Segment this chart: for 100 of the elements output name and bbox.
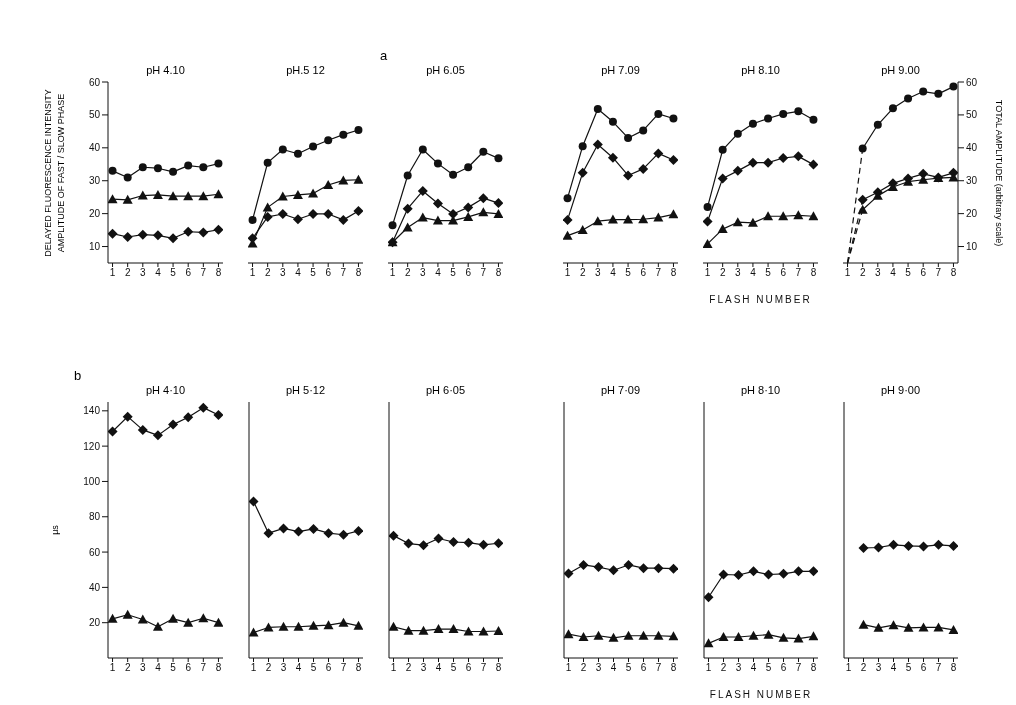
x-tick-label: 2 (860, 662, 867, 674)
chart-title: pH 9.00 (880, 64, 921, 76)
x-tick-label: 4 (610, 267, 617, 279)
y-tick-label: 10 (88, 241, 101, 253)
x-tick-label: 8 (215, 662, 222, 674)
x-axis-title: FLASH NUMBER (709, 294, 812, 305)
chart-title: pH 6.05 (425, 64, 466, 76)
x-tick-label: 4 (155, 267, 162, 279)
x-tick-label: 6 (465, 662, 472, 674)
x-tick-label: 3 (420, 662, 427, 674)
x-tick-label: 4 (750, 267, 757, 279)
x-tick-label: 5 (625, 662, 632, 674)
chart-title: pH 7·09 (599, 384, 642, 396)
x-tick-label: 4 (435, 267, 442, 279)
x-tick-label: 1 (389, 267, 396, 279)
x-tick-label: 6 (325, 662, 332, 674)
x-tick-label: 7 (795, 662, 802, 674)
x-tick-label: 3 (875, 662, 882, 674)
x-tick-label: 7 (480, 267, 487, 279)
x-tick-label: 5 (625, 267, 632, 279)
x-tick-label: 8 (810, 662, 817, 674)
y-tick-label: 50 (88, 109, 101, 121)
text: a (380, 48, 388, 63)
y-tick-label: 100 (83, 476, 101, 487)
x-tick-label: 3 (420, 267, 427, 279)
y2-axis-title: TOTAL AMPLITUDE (arbitrary scale) (994, 98, 1004, 248)
x-tick-label: 8 (950, 662, 957, 674)
x-tick-label: 1 (109, 267, 116, 279)
y-axis-title: μs (48, 524, 61, 537)
y-tick-label: 60 (88, 546, 101, 558)
x-tick-label: 7 (655, 267, 662, 279)
x-tick-label: 3 (595, 267, 602, 279)
x-tick-label: 3 (735, 267, 742, 279)
x-tick-label: 2 (579, 267, 586, 279)
x-tick-label: 8 (355, 267, 362, 279)
chart-title: pH 7.09 (600, 64, 641, 76)
x-tick-label: 5 (765, 662, 772, 674)
y-tick-label: 40 (88, 142, 101, 154)
y-tick-label: 20 (88, 617, 101, 629)
x-tick-label: 3 (735, 662, 742, 674)
x-tick-label: 6 (465, 267, 472, 279)
x-tick-label: 6 (920, 267, 927, 279)
x-tick-label: 8 (495, 662, 502, 674)
x-tick-label: 2 (404, 267, 411, 279)
y2-tick-label: 40 (966, 142, 978, 154)
y-tick-label: 120 (83, 440, 101, 452)
y2-tick-label: 20 (966, 208, 978, 220)
y-tick-label: 80 (88, 511, 101, 523)
x-tick-label: 2 (124, 662, 131, 674)
chart-title: pH 8·10 (739, 384, 782, 396)
x-tick-label: 3 (280, 662, 287, 674)
x-tick-label: 7 (480, 662, 487, 674)
x-tick-label: 1 (249, 267, 256, 279)
text: b (74, 368, 82, 383)
x-tick-label: 3 (140, 267, 147, 279)
x-tick-label: 8 (810, 267, 817, 279)
chart-title: pH 5·12 (284, 384, 327, 396)
x-tick-label: 8 (215, 267, 222, 279)
chart-title: pH 8.10 (740, 64, 781, 76)
x-tick-label: 7 (795, 267, 802, 279)
x-tick-label: 6 (920, 662, 927, 674)
x-tick-label: 8 (495, 267, 502, 279)
x-tick-label: 4 (890, 267, 897, 279)
x-tick-label: 6 (640, 267, 647, 279)
x-tick-label: 2 (265, 662, 272, 674)
x-tick-label: 6 (325, 267, 332, 279)
x-tick-label: 7 (340, 267, 347, 279)
chart-title: pH 6·05 (424, 384, 467, 396)
x-tick-label: 3 (140, 662, 147, 674)
y-tick-label: 40 (88, 581, 101, 593)
x-tick-label: 4 (155, 662, 162, 674)
x-tick-label: 6 (185, 267, 192, 279)
x-tick-label: 4 (295, 267, 302, 279)
x-tick-label: 4 (295, 662, 302, 674)
x-tick-label: 2 (405, 662, 412, 674)
y-axis-title: DELAYED FLUORESCENCE INTENSITY AMPLITUDE OF FAST / SLOW PHASE (42, 87, 67, 259)
x-tick-label: 5 (170, 267, 177, 279)
x-tick-label: 5 (905, 267, 912, 279)
x-tick-label: 2 (720, 662, 727, 674)
chart-title: pH 9·00 (879, 384, 922, 396)
x-tick-label: 5 (450, 662, 457, 674)
x-tick-label: 1 (109, 662, 116, 674)
x-tick-label: 2 (124, 267, 131, 279)
x-tick-label: 7 (655, 662, 662, 674)
x-tick-label: 8 (670, 662, 677, 674)
x-tick-label: 6 (780, 267, 787, 279)
x-tick-label: 6 (640, 662, 647, 674)
x-tick-label: 2 (719, 267, 726, 279)
x-tick-label: 2 (580, 662, 587, 674)
x-tick-label: 7 (200, 267, 207, 279)
x-tick-label: 1 (705, 662, 712, 674)
x-tick-label: 1 (390, 662, 397, 674)
x-tick-label: 1 (565, 662, 572, 674)
x-tick-label: 4 (610, 662, 617, 674)
x-axis-title: FLASH NUMBER (709, 689, 813, 700)
x-tick-label: 4 (435, 662, 442, 674)
x-tick-label: 2 (859, 267, 866, 279)
x-tick-label: 5 (450, 267, 457, 279)
chart-title: pH 4·10 (144, 384, 187, 396)
y2-tick-label: 60 (966, 76, 978, 88)
